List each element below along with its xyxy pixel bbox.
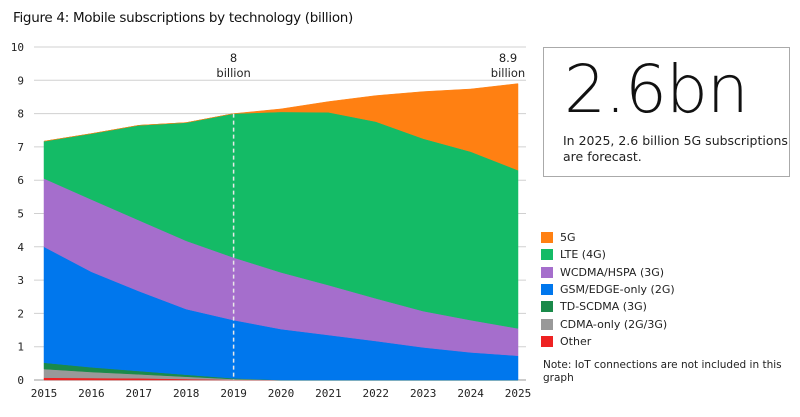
legend-label: TD-SCDMA (3G) — [560, 300, 647, 314]
y-tick-label: 7 — [17, 141, 24, 154]
legend-label: Other — [560, 334, 592, 348]
x-tick-label: 2022 — [363, 387, 390, 400]
annotation-value: 8 — [230, 51, 237, 65]
y-tick-label: 8 — [17, 108, 24, 121]
legend: 5G LTE (4G) WCDMA/HSPA (3G) GSM/EDGE-only (… — [541, 229, 675, 350]
legend-item: Other — [541, 333, 675, 350]
y-tick-label: 0 — [17, 374, 24, 387]
legend-item: GSM/EDGE-only (2G) — [541, 281, 675, 298]
x-tick-label: 2017 — [126, 387, 153, 400]
callout-box: 2.6bn In 2025, 2.6 billion 5G subscripti… — [543, 47, 790, 177]
legend-label: GSM/EDGE-only (2G) — [560, 283, 675, 297]
area-5g — [43, 83, 519, 171]
x-tick-label: 2020 — [268, 387, 295, 400]
x-tick-label: 2025 — [505, 387, 532, 400]
y-tick-label: 4 — [17, 241, 24, 254]
annotation-value: 8.9 — [499, 51, 517, 65]
y-tick-label: 10 — [11, 41, 24, 54]
x-tick-label: 2015 — [31, 387, 58, 400]
x-tick-label: 2018 — [173, 387, 200, 400]
callout-big-number: 2.6bn — [564, 51, 749, 128]
x-tick-label: 2019 — [220, 387, 247, 400]
callout-description: In 2025, 2.6 billion 5G subscriptions ar… — [563, 133, 788, 164]
x-axis: 2015 2016 2017 2018 2019 2020 2021 2022 2023 2024… — [31, 387, 532, 400]
figure-title: Figure 4: Mobile subscriptions by techno… — [13, 10, 354, 26]
y-tick-label: 2 — [17, 307, 24, 320]
y-tick-label: 5 — [17, 208, 24, 221]
area-series — [43, 83, 519, 381]
y-tick-label: 9 — [17, 74, 24, 87]
legend-swatch — [541, 284, 553, 296]
legend-label: CDMA-only (2G/3G) — [560, 317, 668, 331]
x-tick-label: 2021 — [315, 387, 342, 400]
legend-label: WCDMA/HSPA (3G) — [560, 265, 665, 279]
annotation-unit: billion — [491, 66, 525, 80]
legend-swatch — [541, 318, 553, 330]
x-tick-label: 2016 — [78, 387, 105, 400]
legend-swatch — [541, 266, 553, 278]
x-tick-label: 2023 — [410, 387, 437, 400]
legend-swatch — [541, 301, 553, 313]
y-tick-label: 6 — [17, 174, 24, 187]
footnote: Note: IoT connections are not included i… — [543, 359, 782, 384]
legend-item: 5G — [541, 229, 675, 246]
legend-label: 5G — [560, 231, 576, 245]
y-tick-label: 1 — [17, 341, 24, 354]
legend-item: LTE (4G) — [541, 246, 675, 263]
y-tick-label: 3 — [17, 274, 24, 287]
legend-item: TD-SCDMA (3G) — [541, 298, 675, 315]
legend-swatch — [541, 335, 553, 347]
legend-swatch — [541, 249, 553, 261]
legend-item: CDMA-only (2G/3G) — [541, 315, 675, 332]
x-tick-label: 2024 — [457, 387, 484, 400]
legend-item: WCDMA/HSPA (3G) — [541, 264, 675, 281]
legend-label: LTE (4G) — [560, 248, 606, 262]
y-axis: 0 1 2 3 4 5 6 7 8 9 10 — [11, 41, 25, 387]
legend-swatch — [541, 232, 553, 244]
annotation-unit: billion — [216, 66, 250, 80]
